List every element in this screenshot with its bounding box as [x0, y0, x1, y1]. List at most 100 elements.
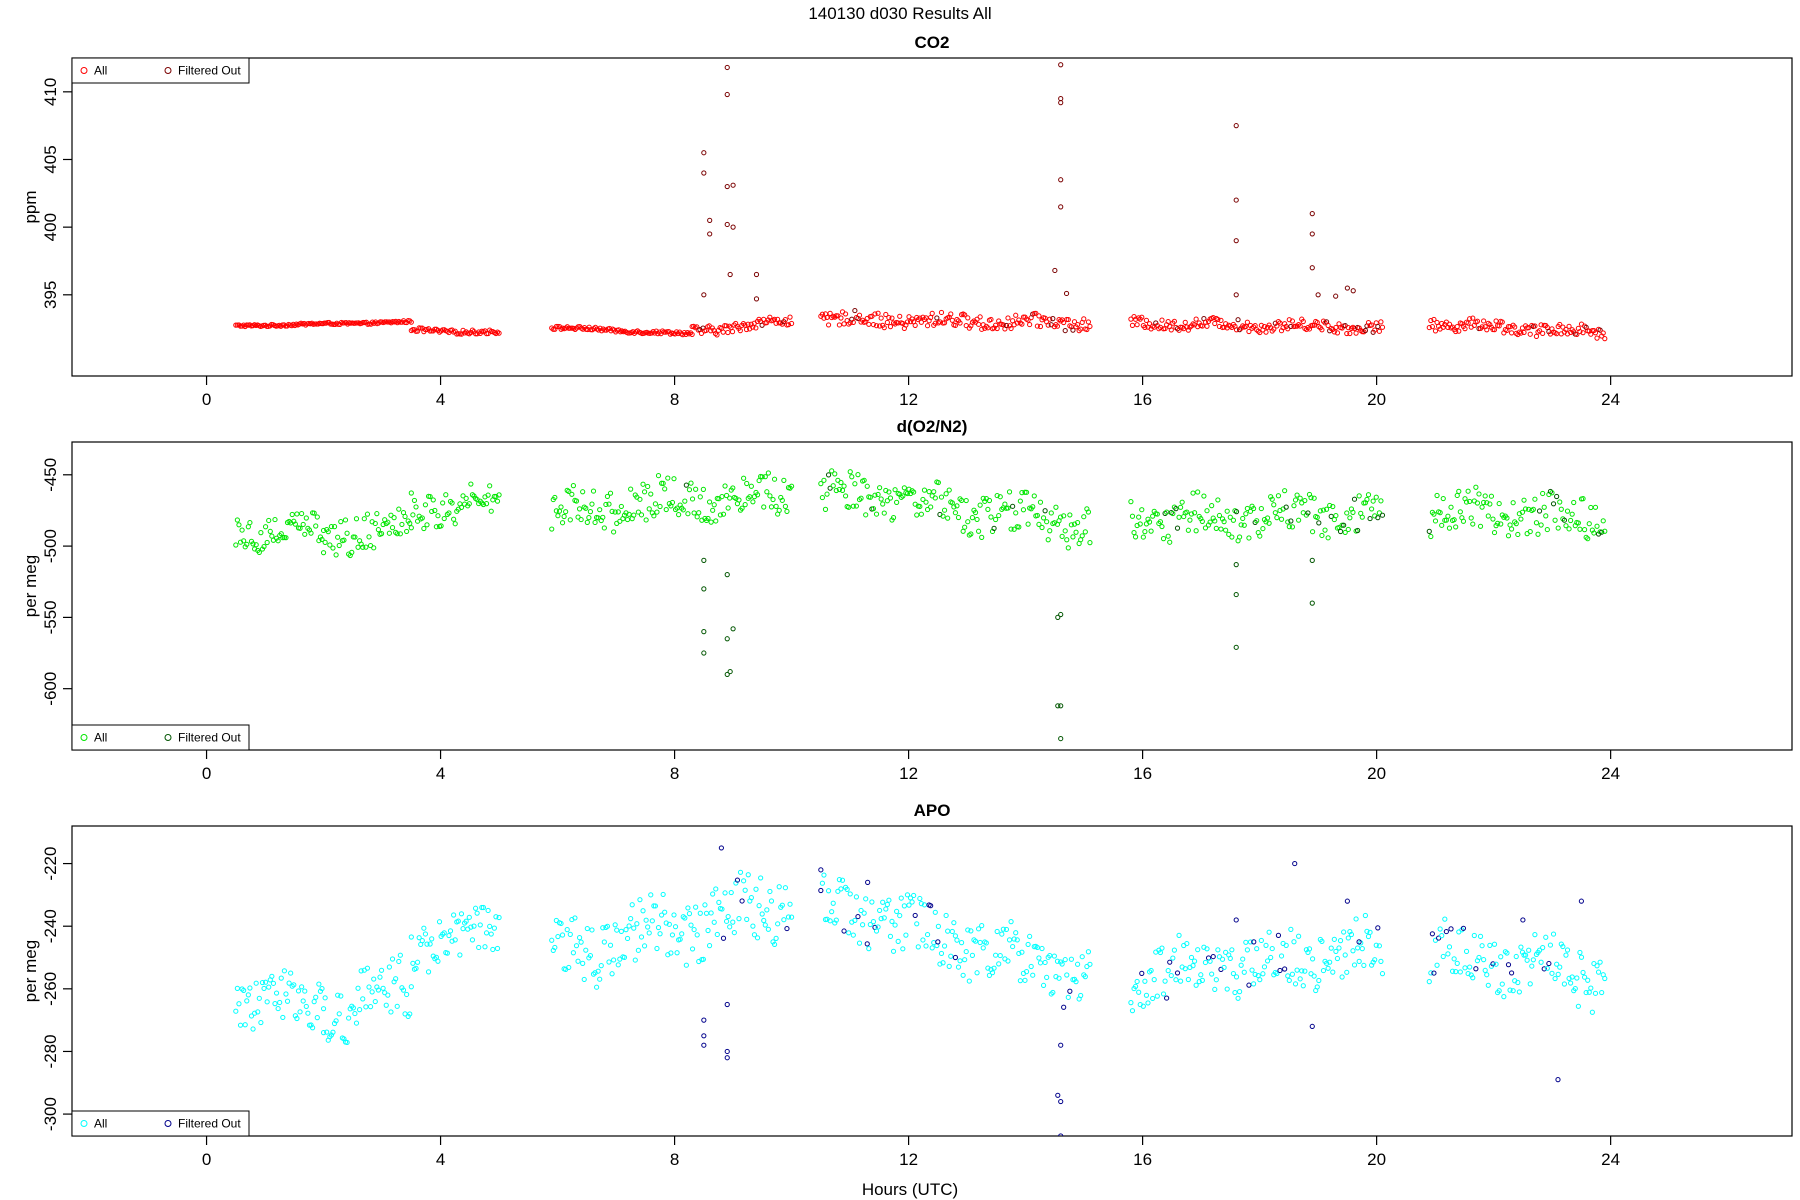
data-point	[346, 1015, 352, 1021]
data-point	[233, 542, 239, 548]
filtered-point	[912, 912, 918, 919]
data-point	[258, 1019, 264, 1026]
panel-title: d(O2/N2)	[897, 417, 968, 436]
data-point	[589, 927, 595, 933]
data-point	[436, 919, 443, 925]
data-point	[1087, 323, 1093, 330]
data-point	[671, 912, 677, 918]
data-point	[611, 957, 617, 963]
data-point	[853, 503, 860, 509]
data-point	[580, 960, 586, 966]
filtered-point	[1460, 925, 1467, 931]
data-point	[552, 944, 558, 951]
data-point	[1594, 963, 1600, 969]
data-point	[476, 944, 482, 951]
data-point	[1226, 531, 1232, 537]
data-point	[932, 320, 938, 326]
data-point	[941, 943, 948, 949]
data-point	[234, 517, 240, 523]
filtered-point	[1379, 512, 1386, 518]
data-point	[904, 319, 911, 325]
data-point	[655, 472, 662, 479]
data-point	[665, 475, 671, 481]
data-point	[482, 944, 488, 950]
x-tick-label: 8	[670, 764, 679, 783]
data-point	[836, 322, 843, 328]
data-point	[1504, 515, 1510, 521]
data-point	[1557, 321, 1563, 328]
data-point	[682, 915, 688, 921]
data-point	[1048, 510, 1054, 516]
data-point	[924, 931, 931, 938]
data-point	[1054, 323, 1061, 329]
data-point	[668, 950, 674, 956]
data-point	[849, 474, 855, 480]
data-point	[887, 933, 894, 939]
filtered-point	[1058, 703, 1064, 709]
filtered-point	[1362, 327, 1368, 334]
data-point	[1527, 981, 1533, 987]
data-point	[1254, 946, 1260, 952]
filtered-point	[1305, 510, 1311, 516]
filtered-point	[1505, 962, 1512, 968]
data-point	[898, 895, 904, 901]
data-point	[646, 506, 652, 512]
data-point	[447, 928, 454, 934]
data-point	[1137, 521, 1143, 527]
data-point	[333, 1018, 339, 1024]
data-point	[559, 932, 566, 938]
data-point	[400, 987, 407, 993]
filtered-point	[1061, 1004, 1067, 1010]
data-point	[1218, 526, 1224, 532]
data-point	[1204, 323, 1210, 329]
filtered-point	[730, 626, 736, 632]
data-point	[1347, 330, 1353, 337]
data-point	[1571, 499, 1577, 506]
data-point	[319, 985, 325, 992]
data-point	[583, 947, 589, 953]
filtered-point	[1058, 100, 1064, 106]
data-point	[1050, 989, 1056, 996]
x-tick-label: 4	[436, 1150, 445, 1169]
data-point	[1446, 944, 1453, 950]
data-point	[1039, 945, 1045, 952]
data-point	[1317, 508, 1323, 514]
data-point	[996, 961, 1002, 967]
data-point	[1544, 965, 1550, 971]
data-point	[1345, 526, 1351, 533]
data-point	[626, 511, 632, 517]
data-point	[1185, 976, 1191, 983]
data-point	[833, 487, 839, 494]
data-point	[1336, 945, 1342, 951]
data-point	[1522, 506, 1529, 512]
data-point	[1600, 518, 1606, 524]
data-point	[641, 943, 648, 949]
data-point	[364, 511, 371, 517]
data-point	[303, 1003, 309, 1010]
data-point	[277, 999, 283, 1006]
data-point	[1592, 504, 1599, 510]
data-point	[1488, 493, 1495, 499]
data-point	[558, 920, 564, 927]
data-point	[1238, 522, 1244, 528]
data-point	[1504, 950, 1510, 956]
data-point	[1351, 962, 1358, 968]
data-point	[491, 493, 497, 500]
data-point	[1257, 329, 1263, 336]
data-point	[1016, 950, 1022, 957]
data-point	[924, 506, 931, 513]
y-tick-label: 410	[41, 78, 60, 106]
data-point	[770, 496, 776, 503]
data-point	[264, 999, 270, 1005]
data-point	[408, 319, 414, 325]
data-point	[385, 519, 391, 525]
data-point	[1465, 970, 1471, 977]
data-point	[723, 492, 730, 499]
data-point	[1059, 533, 1065, 539]
data-point	[855, 472, 861, 478]
data-point	[1493, 318, 1499, 324]
data-point	[1572, 985, 1578, 992]
data-point	[714, 931, 720, 938]
data-point	[824, 491, 830, 497]
